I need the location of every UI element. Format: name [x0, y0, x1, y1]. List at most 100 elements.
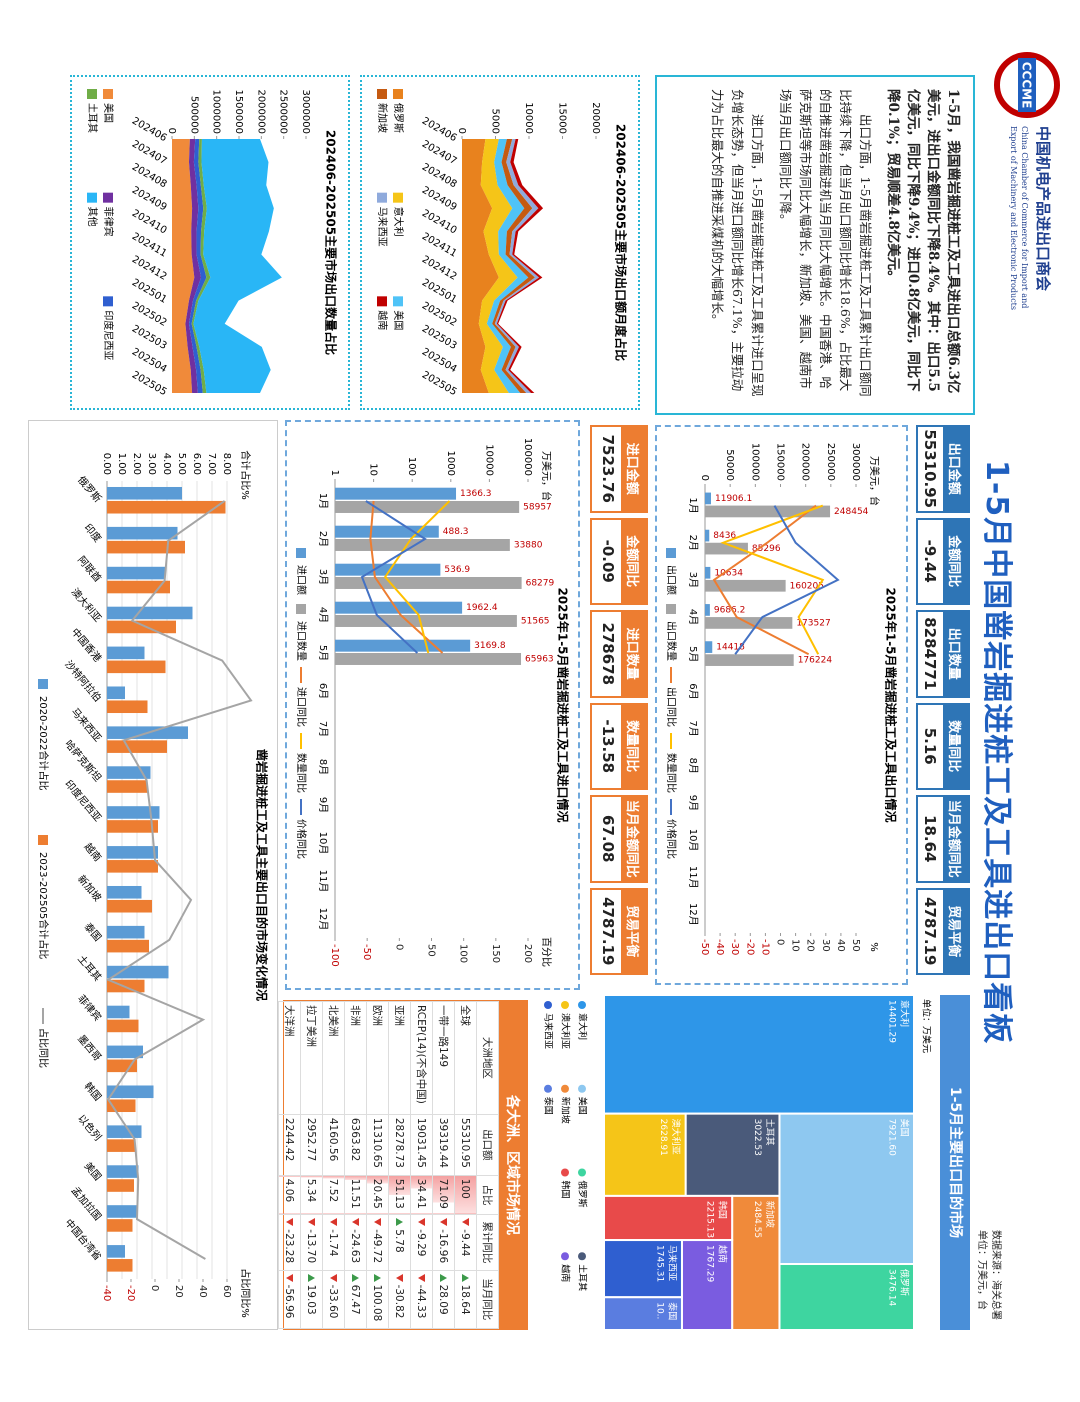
- cell-text: -44.33: [415, 1284, 428, 1319]
- cell-text: 51.13: [393, 1178, 406, 1209]
- y-tick-label: 100: [406, 457, 417, 476]
- table-row: 北美洲 4160.56 7.52 -1.74 -33.60: [322, 1001, 345, 1329]
- table-cell: 55310.95: [454, 1114, 477, 1176]
- column-header: 出口额: [476, 1114, 499, 1176]
- legend-label: 美国: [392, 310, 405, 330]
- trend-arrow: [462, 1273, 470, 1282]
- cell-text: -16.96: [437, 1229, 450, 1264]
- y2-tick-label: -10: [759, 939, 770, 955]
- y-tick-label: 15000: [557, 102, 568, 134]
- bar: [107, 500, 226, 514]
- x-tick-label: 12月: [317, 908, 329, 931]
- cell-value: 2628.91: [658, 1119, 668, 1156]
- y2-tick-label: 50: [426, 944, 437, 957]
- kpi-label: 贸易平衡: [621, 889, 646, 973]
- trend-arrow: [462, 1218, 470, 1227]
- data-label: 65963: [525, 654, 554, 664]
- area-chart: 202406-202505主要市场出口数量占比 0 500000 1000000 150…: [86, 89, 339, 398]
- panel: 202406-202505主要市场出口额月度占比 0 5000 10000 15000 2…: [360, 75, 640, 410]
- y2-tick-label: 20: [805, 939, 816, 952]
- kpi-label: 当月金额同比: [943, 797, 968, 881]
- x-tick-label: 12月: [687, 903, 699, 926]
- kpi-card: 数量同比 -13.58: [590, 702, 648, 790]
- legend-label: 2020-2022合计占比: [37, 696, 50, 791]
- treemap: 1-5月主要出口目的市场单位：万美元意大利14401.29美国7921.60俄罗…: [543, 994, 970, 1331]
- bar: [107, 566, 166, 580]
- cell-text: -33.60: [327, 1284, 340, 1319]
- legend-label: 进口额: [295, 565, 308, 595]
- x-tick-label: 11月: [687, 866, 699, 889]
- bar: [107, 965, 169, 979]
- region-table: 各大洲、区域市场情况 大洲地区 出口额 占比 累计同比 当月同比 全球 55310.95 100…: [278, 1000, 528, 1330]
- cell-text: 5.78: [393, 1229, 406, 1253]
- cell-text: 19.03: [305, 1284, 318, 1315]
- cell-text: -9.29: [415, 1229, 428, 1257]
- bar: [107, 1245, 125, 1258]
- cell-text: -9.44: [459, 1229, 472, 1257]
- panel: 202406-202505主要市场出口数量占比 0 500000 1000000 150…: [70, 75, 350, 410]
- y2-tick-label: 40: [197, 1285, 208, 1298]
- data-label: 488.3: [443, 527, 469, 537]
- bar: [107, 526, 178, 540]
- table-row: 拉丁美洲 2952.77 5.34 -13.70 19.03: [300, 1001, 323, 1329]
- y2-axis-label: 百分比: [540, 937, 552, 967]
- table-cell: 全球: [454, 1001, 477, 1115]
- cell-text: 拉丁美洲: [305, 1005, 317, 1047]
- kpi-card: 当月金额同比 18.64: [916, 795, 970, 883]
- x-tick-label: 11月: [317, 870, 329, 893]
- cell-name: 泰国: [666, 1302, 678, 1320]
- kpi-card: 进口数量 278678: [590, 610, 648, 698]
- panel: 2025年1-5月凿岩掘进桩工及工具进口情况 万美元，台 百分比 1 10 100 1000…: [285, 420, 580, 990]
- y-tick-label: 2000000: [255, 89, 266, 134]
- bar: [107, 1259, 133, 1272]
- bar: [107, 1019, 139, 1033]
- legend-label: 出口同比: [665, 687, 678, 727]
- cell-text: 100: [459, 1178, 472, 1199]
- area-series: [191, 139, 211, 393]
- area-series: [494, 139, 540, 393]
- table-cell: -23.28: [278, 1214, 301, 1271]
- x-tick-label: 3月: [687, 572, 699, 588]
- cell-text: -49.72: [371, 1229, 384, 1264]
- cell-text: 11.51: [349, 1178, 362, 1209]
- x-tick-label: 中国台湾省: [62, 1216, 104, 1263]
- x-tick-label: 泰国: [82, 920, 105, 944]
- area-series: [172, 139, 195, 393]
- trend-arrow: [374, 1218, 382, 1227]
- data-label: 160205: [790, 581, 824, 591]
- source: 数据来源：海关总署: [990, 1230, 1001, 1320]
- legend-swatch: [578, 1168, 586, 1177]
- x-tick-label: 1月: [317, 493, 329, 509]
- cell-text: 39319.44: [437, 1117, 450, 1168]
- logo-text: CCCME: [1020, 62, 1034, 109]
- cell-value: 7921.60: [887, 1119, 897, 1156]
- kpi-label: 数量同比: [621, 704, 646, 788]
- line-series: [360, 500, 427, 654]
- data-label: 33880: [514, 540, 543, 550]
- table-cell: 4160.56: [322, 1114, 345, 1176]
- column-header: 占比: [476, 1175, 499, 1215]
- kpi-label: 金额同比: [621, 519, 646, 603]
- chart-title: 1-5月主要出口目的市场: [947, 1087, 964, 1238]
- summary-box: 1-5月，我国凿岩掘进桩工及工具进出口总额6.3亿美元，进出口金额同比下降8.4…: [655, 75, 975, 415]
- table-cell: -16.96: [432, 1214, 455, 1271]
- treemap-cell: [603, 994, 915, 1115]
- trend-arrow: [374, 1273, 382, 1282]
- data-label: 1962.4: [466, 603, 498, 613]
- kpi-label: 进口数量: [621, 612, 646, 696]
- cell-name: 意大利: [899, 1000, 911, 1027]
- table-cell: 7.52: [322, 1175, 345, 1215]
- bar: [107, 486, 182, 500]
- y2-tick-label: 30: [820, 939, 831, 952]
- x-tick-label: 越南: [82, 840, 105, 864]
- kpi-value: 278678: [599, 622, 617, 686]
- cell-text: 一带一路149: [437, 1005, 449, 1068]
- x-tick-label: 6月: [317, 683, 329, 699]
- data-label: 1366.3: [460, 489, 492, 499]
- y2-tick-label: -50: [699, 939, 710, 955]
- legend-swatch: [296, 604, 306, 614]
- bar: [107, 939, 149, 953]
- y-tick-label: 4.00: [161, 453, 172, 475]
- table-cell: 4.06: [278, 1175, 301, 1215]
